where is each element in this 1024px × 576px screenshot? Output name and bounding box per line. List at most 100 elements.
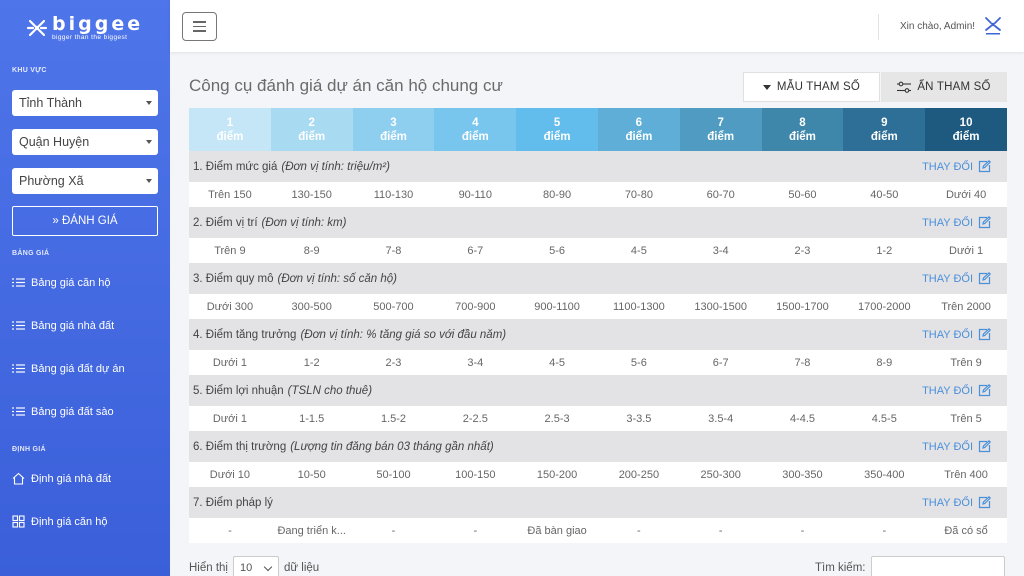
page-length-control: Hiển thị 10 dữ liệu [189,556,319,576]
list-icon [12,278,25,287]
province-select[interactable]: Tỉnh Thành [12,90,158,116]
list-icon [12,407,25,416]
district-select[interactable]: Quận Huyện [12,129,158,155]
template-params-button[interactable]: MẪU THAM SỐ [743,72,880,102]
section-label-price: BẢNG GIÁ [12,250,50,257]
criterion-title-row: 4. Điểm tăng trưởng (Đơn vị tính: % tăng … [189,319,1007,350]
avatar[interactable] [982,14,1004,36]
value-cell: 6-7 [712,356,729,369]
criteria-body: 1. Điểm mức giá (Đơn vị tính: triệu/m²) TH… [189,151,1007,543]
value-cell: Dưới 1 [212,412,247,425]
change-label: THAY ĐỔI [922,272,973,285]
value-cell: 8-9 [876,356,893,369]
score-level: 5 [553,116,561,129]
criterion-title-row: 5. Điểm lợi nhuận (TSLN cho thuê) THAY ĐỔI [189,375,1007,406]
sidebar-item-label: Định giá nhà đất [31,472,112,485]
value-cell: 1.5-2 [380,412,407,425]
value-cell: 250-300 [700,468,741,481]
value-cell: 1300-1500 [694,300,747,313]
value-cell: - [228,524,232,537]
hide-params-button[interactable]: ẨN THAM SỐ [881,72,1007,102]
value-cell: 2-3 [385,356,402,369]
sidebar-item-apartment-valuation[interactable]: Định giá căn hộ [12,515,107,528]
page-length-value: 10 [240,562,253,574]
section-label-area: KHU VỰC [12,67,47,74]
value-cell: 1100-1300 [612,300,665,313]
menu-toggle-button[interactable] [182,12,217,41]
criterion-title-row: 3. Điểm quy mô (Đơn vị tính: số căn hộ) TH… [189,263,1007,294]
sidebar-item-house-valuation[interactable]: Định giá nhà đất [12,472,111,485]
criterion-values-row: Trên 150 130-150 110-130 90-110 80-90 70-80 60… [189,182,1007,207]
value-cell: Đang triển k... [277,524,346,537]
sidebar-item-label: Định giá căn hộ [31,515,108,528]
page-length-select[interactable]: 10 [233,556,279,576]
user-greeting: Xin chào, Admin! [900,21,976,32]
score-unit: điểm [461,130,489,143]
score-level: 9 [881,116,888,129]
list-icon [12,364,25,373]
value-cell: Trên 9 [214,244,246,257]
search-input[interactable] [871,556,1006,576]
score-header-cell: 9 điểm [843,108,926,151]
value-cell: 110-130 [373,188,414,201]
score-unit: điểm [870,130,898,143]
section-label-valuation: ĐỊNH GIÁ [12,446,46,453]
sidebar-item-project-land-price[interactable]: Bảng giá đất dự án [12,362,125,375]
change-button[interactable]: THAY ĐỔI [922,384,991,397]
criterion-title: 1. Điểm mức giá [193,160,278,173]
value-cell: Đã có sổ [944,524,988,537]
brand-logo[interactable]: biggee bigger than the biggest [0,0,170,56]
score-level: 10 [959,116,973,129]
change-button[interactable]: THAY ĐỔI [922,160,991,173]
value-cell: 2-3 [794,244,811,257]
criterion-unit: (Đơn vị tính: triệu/m²) [281,160,390,173]
value-cell: Dưới 40 [945,188,987,201]
value-cell: 300-500 [291,300,332,313]
value-cell: Đã bàn giao [527,524,587,537]
value-cell: 350-400 [864,468,905,481]
change-label: THAY ĐỔI [922,216,973,229]
change-label: THAY ĐỔI [922,496,973,509]
criterion-values-row: Dưới 10 10-50 50-100 100-150 150-200 200-250 2… [189,462,1007,487]
change-label: THAY ĐỔI [922,384,973,397]
value-cell: Dưới 1 [212,356,247,369]
value-cell: 2-2.5 [462,412,488,425]
value-cell: Trên 9 [950,356,982,369]
value-cell: 4-4.5 [789,412,816,425]
score-level: 7 [717,116,724,129]
caret-down-icon [146,179,152,183]
header-divider [878,14,879,40]
sidebar-item-house-price[interactable]: Bảng giá nhà đất [12,319,114,332]
criterion-values-row: Dưới 1 1-1.5 1.5-2 2-2.5 2.5-3 3-3.5 3.5-4 4-4.… [189,406,1007,431]
value-cell: 1-2 [876,244,893,257]
evaluate-button[interactable]: » ĐÁNH GIÁ [12,206,158,236]
brand-name: biggee [52,13,144,35]
list-icon [12,321,25,330]
criterion-title-row: 7. Điểm pháp lý THAY ĐỔI [189,487,1007,518]
value-cell: 1500-1700 [776,300,829,313]
ward-select[interactable]: Phường Xã [12,168,158,194]
value-cell: 300-350 [782,468,823,481]
change-button[interactable]: THAY ĐỔI [922,328,991,341]
score-header-cell: 5 điểm [516,108,598,151]
change-button[interactable]: THAY ĐỔI [922,496,991,509]
page-title: Công cụ đánh giá dự án căn hộ chung cư [189,76,503,95]
score-level: 4 [472,116,479,129]
change-button[interactable]: THAY ĐỔI [922,216,991,229]
records-label: dữ liệu [284,562,320,574]
change-button[interactable]: THAY ĐỔI [922,272,991,285]
sidebar-item-sao-land-price[interactable]: Bảng giá đất sào [12,405,114,418]
value-cell: Dưới 10 [209,468,251,481]
value-cell: 3.5-4 [708,412,734,425]
sidebar-item-apartment-price[interactable]: Bảng giá căn hộ [12,276,111,289]
score-level: 2 [308,116,315,129]
change-button[interactable]: THAY ĐỔI [922,440,991,453]
score-header-cell: 4 điểm [434,108,517,151]
value-cell: - [637,524,641,537]
criterion-title: 7. Điểm pháp lý [193,496,273,509]
hamburger-icon [193,30,206,32]
home-icon [12,472,25,485]
ward-select-label: Phường Xã [19,174,84,188]
value-cell: 100-150 [455,468,496,481]
value-cell: - [391,524,396,537]
